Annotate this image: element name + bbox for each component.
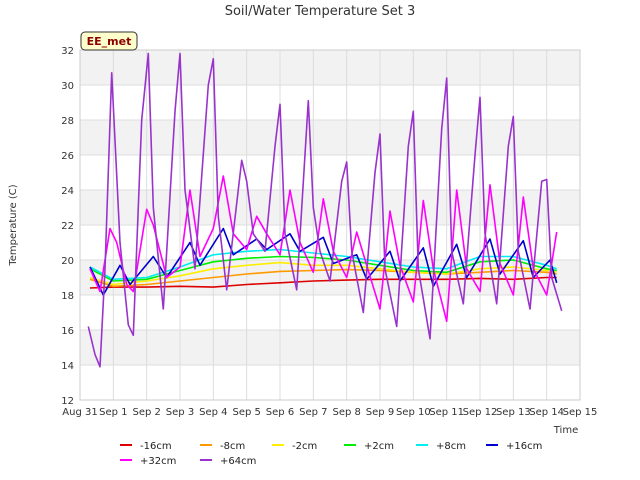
plot-background-bands (80, 50, 580, 365)
y-tick-label: 26 (61, 151, 74, 162)
x-tick-label: Sep 15 (563, 407, 598, 418)
x-tick-label: Sep 8 (332, 407, 360, 418)
station-badge: EE_met (80, 31, 138, 51)
plot-band (80, 50, 580, 85)
x-tick-label: Sep 12 (463, 407, 498, 418)
series-lines (87, 52, 563, 368)
y-tick-label: 32 (61, 46, 74, 57)
series-line (89, 227, 558, 296)
x-tick-label: Sep 3 (166, 407, 194, 418)
x-tick-label: Sep 9 (366, 407, 394, 418)
y-axis-label: Temperature (C) (8, 184, 19, 266)
plot-frame (79, 49, 581, 401)
x-tick-label: Sep 4 (199, 407, 227, 418)
legend-label: +16cm (506, 441, 542, 452)
x-tick-label: Sep 13 (496, 407, 531, 418)
y-tick-label: 24 (61, 186, 74, 197)
legend-label: +8cm (436, 441, 466, 452)
plot-band (80, 190, 580, 225)
legend: -16cm -8cm -2cm +2cm +8cm +16cm +32cm +64cm (120, 441, 542, 467)
legend-label: +32cm (140, 456, 176, 467)
x-tick-label: Sep 5 (232, 407, 260, 418)
station-badge-label: EE_met (87, 35, 132, 48)
x-tick-label: Sep 6 (266, 407, 294, 418)
x-tick-label: Sep 7 (299, 407, 327, 418)
x-tick-label: Aug 31 (62, 407, 97, 418)
legend-label: -2cm (292, 441, 317, 452)
chart-title: Soil/Water Temperature Set 3 (225, 4, 416, 19)
x-tick-label: Sep 11 (429, 407, 464, 418)
legend-label: -8cm (220, 441, 245, 452)
series-line (89, 261, 557, 286)
legend-label: -16cm (140, 441, 172, 452)
x-tick-labels: Aug 31 Sep 1 Sep 2 Sep 3 Sep 4 Sep 5 Sep 6 Sep … (62, 407, 597, 418)
plot-band (80, 330, 580, 365)
y-tick-label: 12 (61, 396, 74, 407)
series-line (87, 52, 563, 368)
y-tick-label: 22 (61, 221, 74, 232)
series-line (89, 268, 557, 288)
y-tick-label: 16 (61, 326, 74, 337)
x-tick-label: Sep 10 (396, 407, 431, 418)
x-tick-label: Sep 14 (529, 407, 564, 418)
y-tick-label: 14 (61, 361, 74, 372)
y-tick-label: 20 (61, 256, 74, 267)
y-tick-labels: 12 14 16 18 20 22 24 26 28 30 32 (61, 46, 74, 407)
y-tick-label: 28 (61, 116, 74, 127)
plot-band (80, 120, 580, 155)
x-axis-label: Time (553, 425, 578, 436)
legend-label: +64cm (220, 456, 256, 467)
x-tick-label: Sep 1 (99, 407, 127, 418)
y-tick-label: 30 (61, 81, 74, 92)
x-tick-label: Sep 2 (132, 407, 160, 418)
station-badge-box (80, 31, 138, 51)
legend-label: +2cm (364, 441, 394, 452)
y-tick-label: 18 (61, 291, 74, 302)
